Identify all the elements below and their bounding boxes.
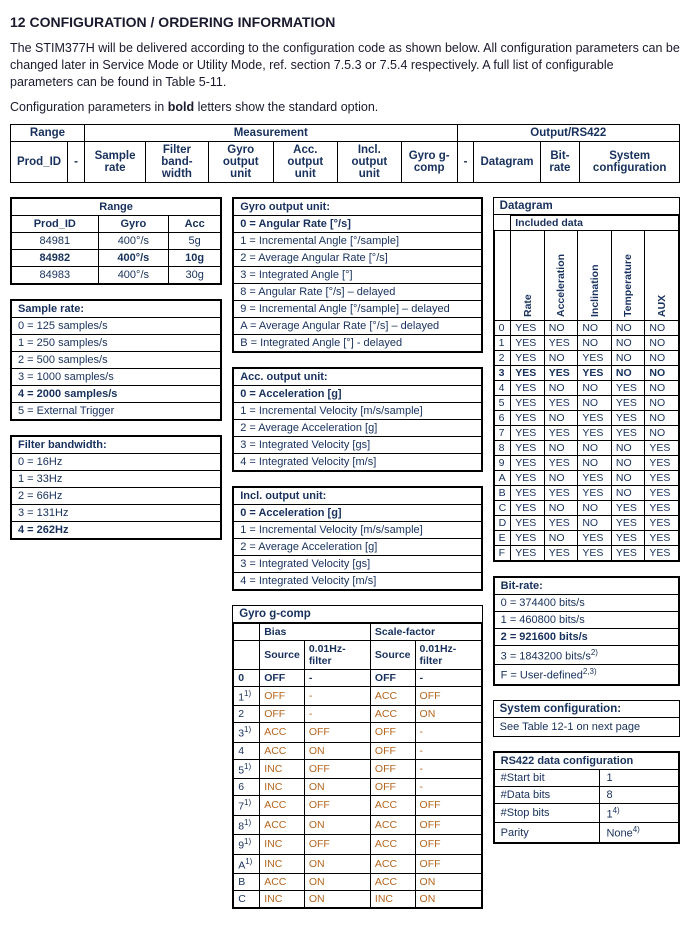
gcomp-row-8: 81) ACC ON ACC OFF — [234, 815, 481, 835]
range-row-1: 84982 400°/s 10g — [12, 249, 221, 266]
datagram-row-13: D YES YES NO YES YES — [494, 515, 678, 530]
range-col-acc: Acc — [169, 215, 221, 232]
datagram-row-10: A YES NO YES NO YES — [494, 470, 678, 485]
datagram-box: Datagram Included data Rate Acceleration… — [493, 197, 680, 562]
datagram-row-2: 2 YES NO YES NO NO — [494, 350, 678, 365]
main-header-10: Bit-rate — [540, 141, 580, 182]
datagram-row-14: E YES NO YES YES YES — [494, 530, 678, 545]
datagram-row-5: 5 YES YES NO YES NO — [494, 395, 678, 410]
group-header-range: Range — [11, 124, 85, 141]
gcomp-row-10: A1) INC ON ACC OFF — [234, 854, 481, 874]
gcomp-box: Gyro g-comp Bias Scale-factor Source 0.0… — [232, 605, 482, 910]
main-header-7: Gyro g-comp — [401, 141, 457, 182]
group-header-output: Output/RS422 — [457, 124, 679, 141]
incl-output-title: Incl. output unit: — [234, 487, 481, 504]
main-header-9: Datagram — [474, 141, 540, 182]
acc-output-box: Acc. output unit: 0 = Acceleration [g] 1… — [232, 367, 482, 472]
acc-output-title: Acc. output unit: — [234, 368, 481, 385]
main-header-3: Filter band-width — [146, 141, 209, 182]
main-config-table: Range Measurement Output/RS422 Prod_ID -… — [10, 124, 680, 183]
gcomp-row-3: 31) ACC OFF OFF - — [234, 723, 481, 743]
group-header-measurement: Measurement — [84, 124, 457, 141]
datagram-row-6: 6 YES NO YES YES NO — [494, 410, 678, 425]
gcomp-row-1: 11) OFF - ACC OFF — [234, 686, 481, 706]
main-header-2: Sample rate — [84, 141, 145, 182]
main-header-4: Gyro output unit — [208, 141, 273, 182]
main-header-6: Incl. output unit — [337, 141, 401, 182]
sample-rate-title: Sample rate: — [12, 300, 221, 317]
main-header-1: - — [68, 141, 85, 182]
range-col-gyro: Gyro — [98, 215, 169, 232]
sample-rate-box: Sample rate: 0 = 125 samples/s 1 = 250 s… — [10, 299, 222, 421]
gcomp-row-9: 91) INC OFF ACC OFF — [234, 835, 481, 855]
system-config-title: System configuration: — [494, 701, 679, 718]
main-header-5: Acc. output unit — [273, 141, 337, 182]
datagram-row-3b: 3 YES YES YES NO NO — [494, 365, 678, 380]
rs422-title: RS422 data configuration — [494, 752, 678, 769]
datagram-title: Datagram — [494, 198, 679, 215]
gyro-output-box: Gyro output unit: 0 = Angular Rate [°/s]… — [232, 197, 482, 353]
range-box: Range Prod_ID Gyro Acc 84981 400°/s 5g 8… — [10, 197, 222, 285]
gcomp-row-0: 0 OFF - OFF - — [234, 669, 481, 686]
incl-output-box: Incl. output unit: 0 = Acceleration [g] … — [232, 486, 482, 591]
gcomp-row-11: B ACC ON ACC ON — [234, 874, 481, 891]
datagram-row-8: 8 YES NO NO NO YES — [494, 440, 678, 455]
system-config-text: See Table 12-1 on next page — [500, 720, 673, 734]
system-config-box: System configuration: See Table 12-1 on … — [493, 700, 680, 737]
gcomp-row-7: 71) ACC OFF ACC OFF — [234, 796, 481, 816]
datagram-row-11: B YES YES YES NO YES — [494, 485, 678, 500]
bitrate-box: Bit-rate: 0 = 374400 bits/s 1 = 460800 b… — [493, 576, 680, 686]
bitrate-title: Bit-rate: — [494, 577, 678, 594]
datagram-row-0: 0 YES NO NO NO NO — [494, 320, 678, 335]
filter-bandwidth-title: Filter bandwidth: — [12, 436, 221, 453]
gcomp-row-4: 4 ACC ON OFF - — [234, 742, 481, 759]
main-header-0: Prod_ID — [11, 141, 68, 182]
gyro-output-title: Gyro output unit: — [234, 198, 481, 215]
datagram-row-12: C YES NO NO YES YES — [494, 500, 678, 515]
gcomp-row-6: 6 INC ON OFF - — [234, 779, 481, 796]
range-box-title: Range — [12, 198, 221, 215]
gcomp-title: Gyro g-comp — [233, 606, 481, 623]
datagram-row-7: 7 YES YES YES YES NO — [494, 425, 678, 440]
body-paragraph-1: The STIM377H will be delivered according… — [10, 40, 680, 91]
gcomp-row-5: 51) INC OFF OFF - — [234, 759, 481, 779]
page-title: 12 CONFIGURATION / ORDERING INFORMATION — [10, 14, 680, 30]
main-header-11: System configuration — [580, 141, 680, 182]
gcomp-row-12: C INC ON INC ON — [234, 891, 481, 908]
datagram-row-1: 1 YES YES NO NO NO — [494, 335, 678, 350]
main-header-8: - — [457, 141, 474, 182]
body-paragraph-2: Configuration parameters in bold letters… — [10, 99, 680, 116]
gcomp-row-2: 2 OFF - ACC ON — [234, 706, 481, 723]
range-col-prodid: Prod_ID — [12, 215, 99, 232]
range-row-0: 84981 400°/s 5g — [12, 232, 221, 249]
datagram-row-4: 4 YES NO NO YES NO — [494, 380, 678, 395]
range-row-2: 84983 400°/s 30g — [12, 266, 221, 283]
datagram-row-9: 9 YES YES NO NO YES — [494, 455, 678, 470]
filter-bandwidth-box: Filter bandwidth: 0 = 16Hz 1 = 33Hz 2 = … — [10, 435, 222, 540]
datagram-row-15: F YES YES YES YES YES — [494, 545, 678, 560]
